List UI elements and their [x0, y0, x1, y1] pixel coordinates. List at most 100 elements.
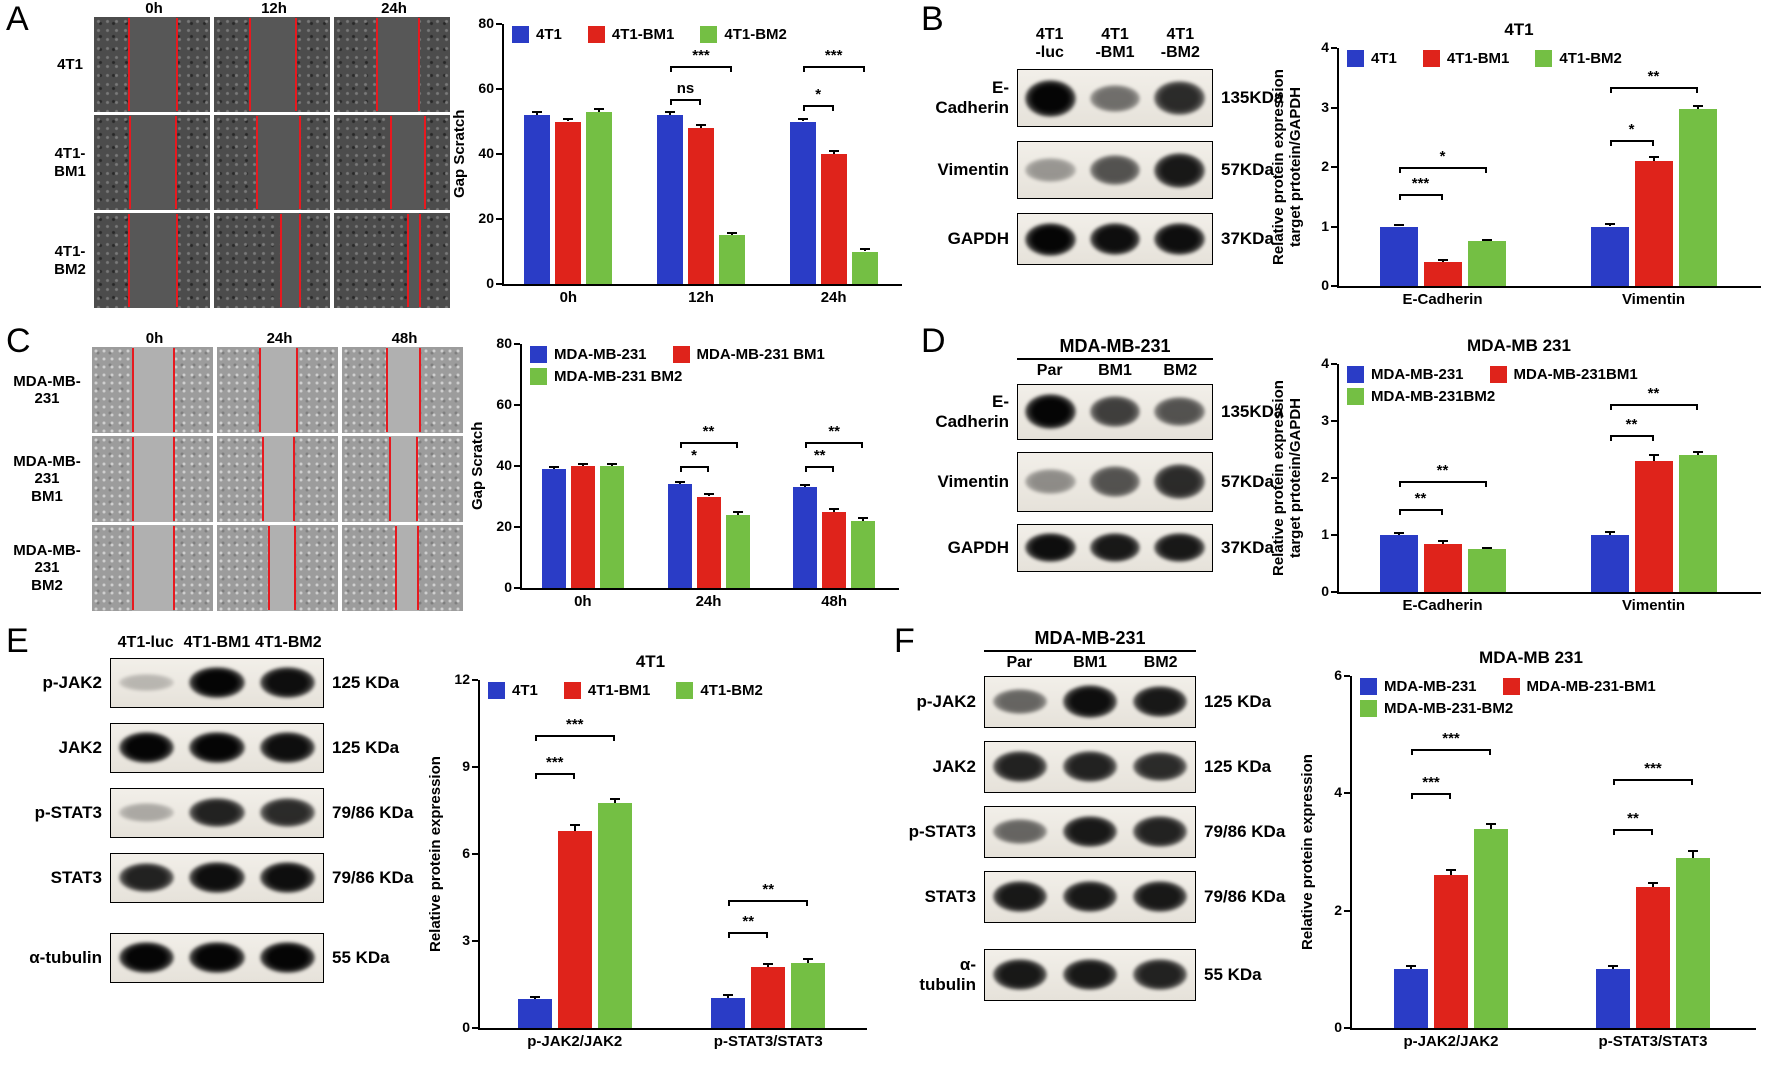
significance-label: * — [1439, 148, 1446, 165]
timepoint-header: 24h — [381, 0, 407, 17]
scratch-row: 4T1- BM2 — [46, 213, 454, 308]
gap-region — [280, 213, 299, 308]
blot-row: GAPDH 37KDa — [923, 523, 1283, 572]
error-bar-cap — [703, 493, 714, 496]
significance-label: ** — [1647, 384, 1660, 402]
error-bar — [598, 109, 601, 112]
y-axis-label: Relative protein expression — [1299, 754, 1316, 950]
significance-label: ** — [828, 422, 840, 440]
bar — [570, 466, 595, 588]
protein-label: α-tubulin — [29, 947, 102, 967]
protein-label: Vimentin — [937, 160, 1009, 180]
chart-plot-area: Relative protein expression target prtot… — [1270, 39, 1767, 312]
legend-swatch — [1502, 678, 1520, 695]
x-category-label: 24h — [820, 289, 847, 306]
gap-edge-line-right — [298, 213, 301, 308]
protein-label: E-Cadherin — [935, 78, 1009, 118]
sig-line — [805, 441, 864, 444]
error-bar-cap — [1692, 450, 1703, 453]
blot-membrane — [1017, 141, 1213, 200]
western-blot-4t1-emt: 4T1 -luc 4T1 -BM1 4T1 -BM2 E-Cadherin 135KDa… — [923, 26, 1283, 266]
y-tick-label: 20 — [496, 518, 512, 534]
panel-d: D MDA-MB-231 Par BM1 BM2 E-Cadherin 135KDa Vim… — [915, 322, 1772, 622]
sig-line — [1398, 167, 1487, 169]
protein-band — [1132, 880, 1188, 913]
sig-tick — [572, 772, 575, 779]
significance-label: * — [1628, 121, 1635, 139]
chart-plot-area: Gap Scratch 0 20 40 60 80 0h 12h 24h ns *** * *** 4T1… — [451, 15, 908, 310]
bar — [696, 496, 721, 588]
y-tick-mark — [1331, 363, 1337, 365]
protein-band — [1062, 751, 1118, 782]
cell-line-label: 4T1- BM2 — [54, 243, 86, 278]
chart-legend: 4T1 4T1-BM1 4T1-BM2 — [1347, 50, 1755, 67]
cell-line-label: MDA-MB-231 BM2 — [13, 542, 81, 594]
protein-band — [1025, 158, 1076, 182]
blot-membrane — [1017, 523, 1213, 572]
legend-label: MDA-MB-231 — [1371, 366, 1464, 383]
significance-label: ** — [1627, 809, 1639, 827]
sig-line — [1411, 749, 1491, 752]
x-category-label: Vimentin — [1621, 597, 1686, 614]
scratch-image — [94, 115, 210, 210]
y-tick-mark — [1344, 1027, 1350, 1029]
kda-label: 79/86 KDa — [1204, 821, 1286, 841]
x-category-label: p-JAK2/JAK2 — [527, 1033, 623, 1050]
scratch-image — [342, 525, 463, 611]
legend-item: 4T1-BM1 — [563, 682, 650, 699]
kda-label: 125 KDa — [1204, 691, 1272, 711]
y-tick-mark — [1331, 591, 1337, 593]
bar — [1634, 161, 1673, 286]
error-bar-cap — [577, 462, 588, 465]
bar — [851, 520, 876, 588]
protein-band — [260, 667, 316, 699]
protein-band — [1154, 464, 1205, 499]
sig-line — [802, 105, 834, 108]
blot-membrane — [1017, 213, 1213, 266]
y-tick-label: 40 — [496, 457, 512, 473]
x-category-label: 48h — [821, 593, 848, 610]
bar — [1379, 226, 1418, 286]
legend-item: MDA-MB-231 — [530, 346, 647, 363]
legend-item: 4T1 — [512, 26, 562, 43]
gap-region — [248, 17, 296, 112]
error-bar — [567, 118, 570, 122]
chart-legend: MDA-MB-231 MDA-MB-231BM1 MDA-MB-231BM2 — [1347, 366, 1755, 405]
protein-band — [1154, 533, 1205, 563]
error-bar — [863, 248, 866, 252]
lane-header: BM2 — [1163, 362, 1198, 379]
blot-membrane — [110, 852, 324, 903]
lane-header-row: 4T1 -luc 4T1 -BM1 4T1 -BM2 — [1017, 26, 1213, 61]
protein-band — [1062, 958, 1118, 991]
legend-item: 4T1-BM2 — [676, 682, 763, 699]
error-bar — [1652, 882, 1654, 888]
protein-band — [1132, 751, 1188, 782]
sig-tick — [1691, 778, 1693, 785]
gap-region — [389, 115, 425, 210]
gap-scratch-chart-mda: Gap Scratch 0 20 40 60 80 0h 24h 48h * ** ** ** MDA-M… — [469, 335, 905, 614]
legend-label: 4T1 — [512, 682, 538, 699]
y-tick-mark — [1344, 792, 1350, 795]
panel-d-label: D — [921, 322, 946, 360]
blot-row: α-tubulin 55 KDa — [904, 948, 1285, 1001]
legend-swatch — [1347, 50, 1364, 67]
sig-line — [534, 735, 615, 738]
bar — [1423, 262, 1462, 286]
legend-label: MDA-MB-231-BM2 — [1384, 700, 1514, 717]
error-bar-cap — [732, 511, 743, 514]
bar — [1379, 535, 1418, 592]
bar — [789, 121, 816, 284]
y-axis — [1337, 364, 1339, 592]
protein-band — [1025, 532, 1076, 563]
sig-tick — [1609, 140, 1612, 147]
legend-label: MDA-MB-231 — [1384, 678, 1477, 695]
protein-band — [118, 941, 174, 974]
protein-label: Vimentin — [937, 471, 1009, 491]
error-bar-cap — [1437, 540, 1448, 543]
legend-swatch — [587, 26, 605, 43]
lane-header-row: Par BM1 BM2 — [1017, 362, 1213, 380]
significance-label: *** — [824, 47, 843, 65]
error-bar — [862, 518, 865, 521]
y-tick-label: 20 — [478, 210, 494, 226]
blot-row: JAK2 125 KDa — [904, 740, 1285, 793]
